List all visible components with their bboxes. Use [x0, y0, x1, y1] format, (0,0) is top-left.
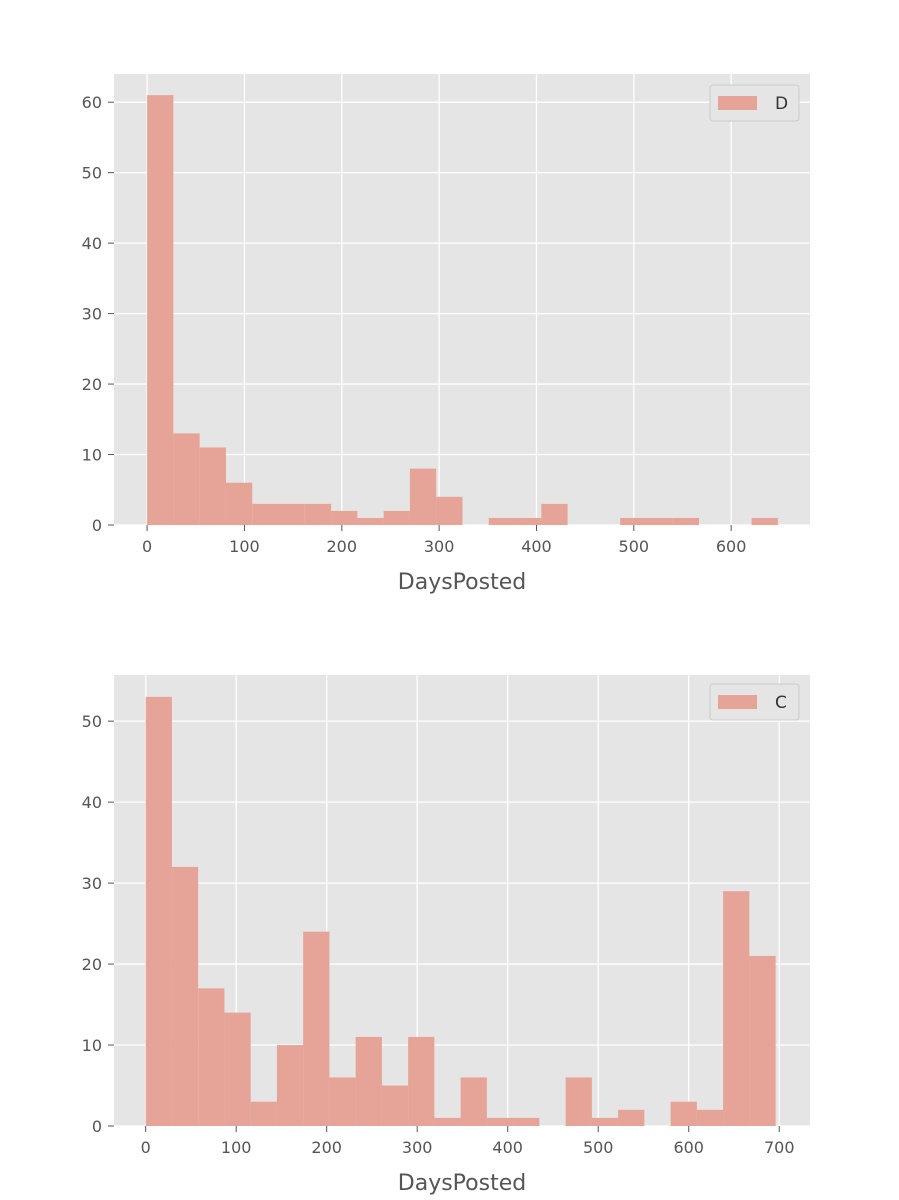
histogram-bar — [696, 1109, 724, 1126]
x-tick-label: 200 — [311, 1138, 342, 1157]
x-tick-label: 100 — [221, 1138, 252, 1157]
histogram-bar — [591, 1117, 619, 1126]
histogram-bar — [304, 503, 332, 525]
histogram-bar — [646, 517, 673, 525]
y-tick-label: 40 — [82, 793, 102, 812]
histogram-bar — [751, 517, 778, 525]
x-tick-label: 400 — [492, 1138, 523, 1157]
histogram-bar — [276, 1045, 304, 1126]
histogram-bar — [381, 1085, 409, 1126]
plot-area — [114, 74, 810, 525]
x-tick-label: 600 — [716, 537, 747, 556]
x-tick-label: 0 — [141, 1138, 151, 1157]
legend-swatch — [718, 96, 757, 110]
histogram-bar — [460, 1077, 487, 1126]
x-tick-label: 300 — [402, 1138, 433, 1157]
histogram-bar — [225, 482, 253, 525]
histogram-bar — [383, 510, 410, 525]
histogram-bar — [620, 517, 647, 525]
x-tick-label: 300 — [424, 537, 455, 556]
y-tick-label: 30 — [82, 305, 102, 324]
histogram-bar — [670, 1101, 697, 1126]
histogram-bar — [250, 1101, 277, 1126]
histogram-bar — [749, 955, 776, 1126]
histogram-bar — [355, 1036, 382, 1126]
x-axis-label: DaysPosted — [398, 1171, 526, 1196]
histogram-bar — [329, 1077, 356, 1126]
histogram-bar — [515, 517, 542, 525]
histogram-bar — [723, 891, 750, 1126]
y-tick-label: 60 — [82, 93, 102, 112]
histogram-bar — [331, 510, 358, 525]
y-tick-label: 30 — [82, 874, 102, 893]
x-tick-label: 500 — [583, 1138, 614, 1157]
legend-label: D — [775, 94, 788, 114]
y-tick-label: 10 — [82, 446, 102, 465]
y-tick-label: 0 — [92, 1117, 102, 1136]
histogram-bar — [357, 517, 384, 525]
histogram-bar — [436, 496, 463, 525]
histogram-bar — [147, 95, 174, 525]
x-tick-label: 200 — [327, 537, 358, 556]
histogram-bar — [303, 931, 330, 1126]
x-tick-label: 100 — [229, 537, 260, 556]
legend: D — [709, 84, 800, 122]
histogram-bar — [434, 1117, 461, 1126]
y-tick-label: 40 — [82, 234, 102, 253]
histogram-bar — [173, 433, 200, 525]
x-tick-label: 600 — [673, 1138, 704, 1157]
y-tick-label: 50 — [82, 164, 102, 183]
histogram-bar — [145, 696, 172, 1126]
x-tick-label: 700 — [764, 1138, 795, 1157]
histogram-bar — [252, 503, 279, 525]
legend-swatch — [718, 695, 757, 709]
histogram-bar — [513, 1117, 540, 1126]
legend-label: C — [775, 693, 787, 713]
histogram-bar — [672, 517, 700, 525]
histogram-bar — [488, 517, 516, 525]
histogram-bar — [408, 1036, 435, 1126]
y-tick-label: 0 — [92, 516, 102, 535]
histogram-bar — [409, 468, 437, 525]
histogram-bar — [618, 1109, 645, 1126]
y-tick-label: 20 — [82, 375, 102, 394]
legend: C — [709, 683, 800, 721]
x-tick-label: 400 — [521, 537, 552, 556]
x-tick-label: 0 — [142, 537, 152, 556]
x-axis-label: DaysPosted — [398, 570, 526, 595]
y-tick-label: 20 — [82, 955, 102, 974]
histogram-bar — [541, 503, 568, 525]
y-tick-label: 50 — [82, 712, 102, 731]
histogram-bar — [171, 866, 199, 1126]
histogram-bar — [198, 988, 225, 1126]
x-tick-label: 500 — [619, 537, 650, 556]
histogram-bar — [224, 1012, 251, 1126]
y-tick-label: 10 — [82, 1036, 102, 1055]
histogram-bar — [565, 1077, 592, 1126]
histogram-bar — [486, 1117, 514, 1126]
histogram-bar — [199, 447, 226, 525]
histogram-bar — [278, 503, 305, 525]
